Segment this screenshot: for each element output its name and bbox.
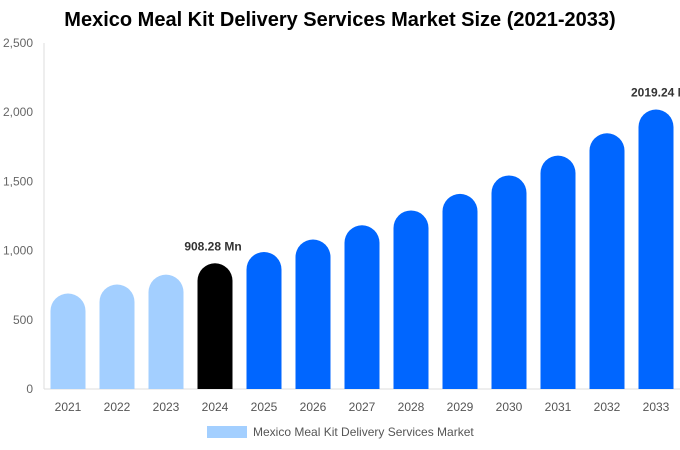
chart-title: Mexico Meal Kit Delivery Services Market…: [64, 9, 616, 31]
x-tick-label: 2027: [349, 400, 376, 414]
legend: Mexico Meal Kit Delivery Services Market: [207, 425, 474, 439]
y-tick-label: 1,500: [3, 174, 33, 188]
y-tick-label: 0: [26, 382, 33, 396]
x-tick-label: 2029: [447, 400, 474, 414]
bar-2030: [491, 175, 527, 389]
bar-2031: [540, 155, 576, 389]
x-tick-label: 2028: [398, 400, 425, 414]
bar-2021: [50, 293, 86, 389]
x-tick-label: 2030: [496, 400, 523, 414]
data-label: 2019.24 Mn: [631, 86, 680, 100]
x-tick-label: 2026: [300, 400, 327, 414]
bar-2022: [99, 284, 135, 389]
y-tick-label: 2,500: [3, 36, 33, 50]
bar-2028: [393, 210, 429, 389]
y-tick-label: 500: [13, 313, 33, 327]
x-tick-label: 2031: [545, 400, 572, 414]
bar-2024: [197, 263, 233, 389]
x-tick-label: 2022: [104, 400, 131, 414]
data-label: 908.28 Mn: [184, 239, 241, 253]
y-tick-label: 1,000: [3, 244, 33, 258]
bar-2026: [295, 239, 331, 389]
x-tick-label: 2021: [55, 400, 82, 414]
bar-2029: [442, 193, 478, 389]
x-tick-label: 2033: [643, 400, 670, 414]
x-tick-label: 2032: [594, 400, 621, 414]
x-tick-label: 2025: [251, 400, 278, 414]
bar-2032: [589, 133, 625, 389]
legend-label: Mexico Meal Kit Delivery Services Market: [253, 425, 474, 439]
y-tick-label: 2,000: [3, 105, 33, 119]
bar-2033: [638, 109, 674, 390]
x-tick-label: 2023: [153, 400, 180, 414]
legend-swatch: [207, 426, 247, 438]
bar-2027: [344, 225, 380, 389]
bar-2025: [246, 251, 282, 389]
x-tick-label: 2024: [202, 400, 229, 414]
bar-2023: [148, 274, 184, 389]
